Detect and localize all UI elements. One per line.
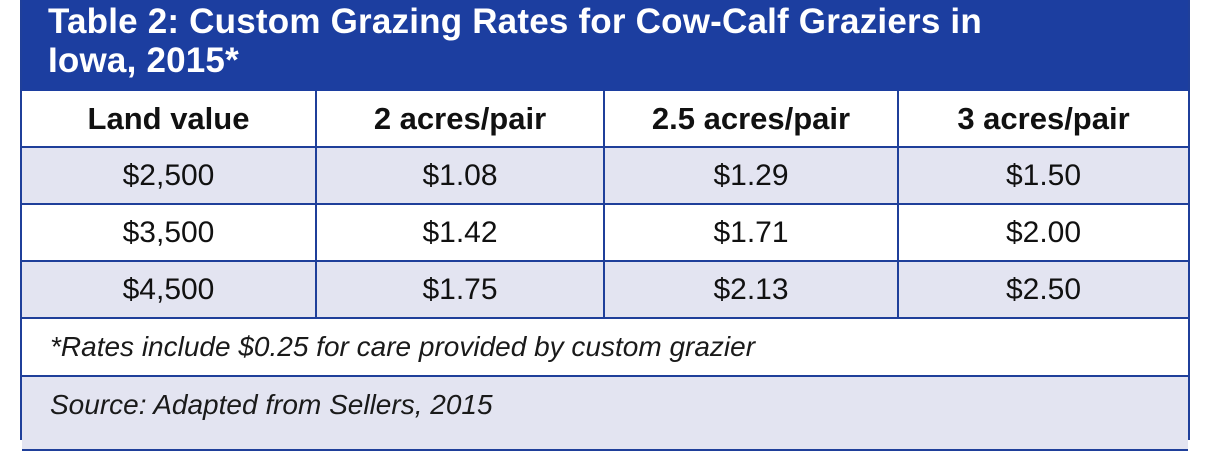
header-2-acres-pair: 2 acres/pair bbox=[316, 91, 605, 148]
header-2-5-acres-pair: 2.5 acres/pair bbox=[604, 91, 899, 148]
cell-land-value: $4,500 bbox=[22, 261, 317, 319]
table-row: $4,500 $1.75 $2.13 $2.50 bbox=[22, 261, 1188, 319]
table-title-line-1: Table 2: Custom Grazing Rates for Cow-Ca… bbox=[48, 2, 982, 41]
grazing-rates-table: Land value 2 acres/pair 2.5 acres/pair 3… bbox=[22, 91, 1188, 451]
cell-rate: $1.08 bbox=[316, 147, 605, 205]
cell-rate: $1.71 bbox=[604, 204, 899, 262]
source-row: Source: Adapted from Sellers, 2015 bbox=[22, 376, 1188, 451]
cell-rate: $1.50 bbox=[898, 147, 1188, 205]
cell-rate: $2.00 bbox=[898, 204, 1188, 262]
source-text: Source: Adapted from Sellers, 2015 bbox=[22, 376, 1188, 451]
cell-rate: $1.75 bbox=[316, 261, 605, 319]
table-row: $2,500 $1.08 $1.29 $1.50 bbox=[22, 147, 1188, 205]
grazing-rates-table-panel: Table 2: Custom Grazing Rates for Cow-Ca… bbox=[20, 0, 1190, 451]
cell-rate: $1.42 bbox=[316, 204, 605, 262]
cell-rate: $2.50 bbox=[898, 261, 1188, 319]
footnote-text: *Rates include $0.25 for care provided b… bbox=[22, 318, 1188, 377]
cell-land-value: $3,500 bbox=[22, 204, 317, 262]
header-land-value: Land value bbox=[22, 91, 317, 148]
table-row: $3,500 $1.42 $1.71 $2.00 bbox=[22, 204, 1188, 262]
table-title-line-2: Iowa, 2015* bbox=[48, 41, 239, 80]
header-row: Land value 2 acres/pair 2.5 acres/pair 3… bbox=[22, 91, 1188, 148]
cell-rate: $1.29 bbox=[604, 147, 899, 205]
footnote-row: *Rates include $0.25 for care provided b… bbox=[22, 318, 1188, 377]
cell-rate: $2.13 bbox=[604, 261, 899, 319]
cell-land-value: $2,500 bbox=[22, 147, 317, 205]
header-3-acres-pair: 3 acres/pair bbox=[898, 91, 1188, 148]
table-title: Table 2: Custom Grazing Rates for Cow-Ca… bbox=[22, 0, 1188, 91]
